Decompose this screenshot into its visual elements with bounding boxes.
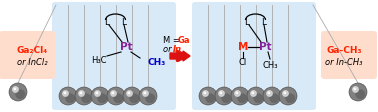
Text: L: L [262,17,266,27]
Circle shape [91,87,109,105]
Text: H₃C: H₃C [91,56,107,65]
Circle shape [110,90,117,97]
Circle shape [78,90,85,97]
Circle shape [279,87,297,105]
Circle shape [145,93,155,103]
Circle shape [203,92,206,94]
Circle shape [94,90,101,97]
Circle shape [234,90,241,97]
Circle shape [353,87,356,90]
Circle shape [231,87,249,105]
FancyArrow shape [170,51,190,61]
Circle shape [285,93,295,103]
Text: or: or [163,44,174,54]
Circle shape [15,89,25,99]
Text: M =: M = [163,36,183,44]
Text: CH₃: CH₃ [262,60,278,70]
Circle shape [215,87,233,105]
Circle shape [349,83,367,101]
Circle shape [268,92,270,94]
Circle shape [284,92,286,94]
Circle shape [62,90,69,97]
Circle shape [235,92,238,94]
Circle shape [107,87,125,105]
Circle shape [9,83,27,101]
Circle shape [355,89,365,99]
Circle shape [112,92,114,94]
Circle shape [113,93,123,103]
Circle shape [139,87,157,105]
Circle shape [123,87,141,105]
Circle shape [205,93,215,103]
Circle shape [263,87,281,105]
Circle shape [221,93,231,103]
Text: Ga-CH₃: Ga-CH₃ [326,45,362,55]
Circle shape [59,87,77,105]
Circle shape [237,93,247,103]
Text: Pt: Pt [120,42,132,52]
Circle shape [97,93,107,103]
Text: Pt: Pt [259,42,271,52]
Text: or In-CH₃: or In-CH₃ [325,57,363,67]
Circle shape [247,87,265,105]
Text: L: L [104,17,110,27]
Circle shape [253,93,263,103]
Circle shape [266,90,273,97]
Text: or InCl₂: or InCl₂ [17,57,47,67]
Circle shape [142,90,149,97]
Circle shape [96,92,98,94]
Circle shape [282,90,289,97]
Circle shape [12,86,19,93]
FancyBboxPatch shape [192,2,316,110]
Text: L: L [245,17,249,27]
Circle shape [251,92,254,94]
FancyBboxPatch shape [321,31,377,79]
Text: Ga₂Cl₄: Ga₂Cl₄ [16,45,48,55]
Circle shape [64,92,66,94]
Text: In: In [173,44,182,54]
Circle shape [269,93,279,103]
Circle shape [79,92,82,94]
Circle shape [127,92,130,94]
Circle shape [14,87,16,90]
Circle shape [352,86,359,93]
Circle shape [202,90,209,97]
Circle shape [199,87,217,105]
Circle shape [129,93,139,103]
Circle shape [65,93,75,103]
Text: L: L [121,17,127,27]
Text: CH₃: CH₃ [148,57,166,67]
Circle shape [218,90,225,97]
Circle shape [220,92,222,94]
FancyBboxPatch shape [0,31,55,79]
Circle shape [81,93,91,103]
Circle shape [75,87,93,105]
Text: Ga: Ga [178,36,191,44]
Circle shape [144,92,146,94]
Text: Cl: Cl [239,57,247,67]
Circle shape [250,90,257,97]
Text: M: M [238,42,248,52]
FancyBboxPatch shape [52,2,176,110]
Circle shape [126,90,133,97]
